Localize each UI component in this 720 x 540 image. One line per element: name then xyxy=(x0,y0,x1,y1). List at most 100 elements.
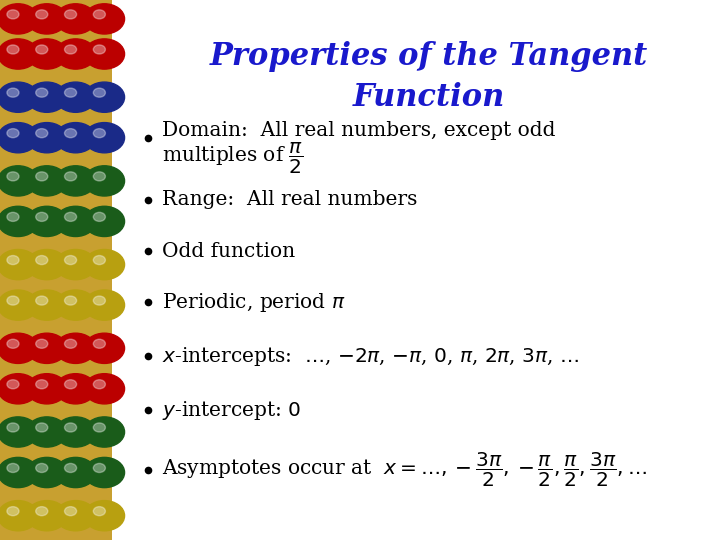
Circle shape xyxy=(36,339,48,348)
Circle shape xyxy=(7,380,19,389)
Text: Function: Function xyxy=(352,82,505,113)
Circle shape xyxy=(0,457,38,488)
Circle shape xyxy=(0,417,38,447)
Circle shape xyxy=(94,172,105,181)
Circle shape xyxy=(27,249,67,280)
Circle shape xyxy=(94,339,105,348)
Circle shape xyxy=(36,423,48,432)
Circle shape xyxy=(84,82,125,112)
Circle shape xyxy=(94,212,105,221)
Circle shape xyxy=(94,45,105,54)
Circle shape xyxy=(65,172,76,181)
Circle shape xyxy=(27,374,67,404)
Circle shape xyxy=(7,507,19,516)
Circle shape xyxy=(36,463,48,472)
Circle shape xyxy=(94,10,105,19)
Circle shape xyxy=(36,296,48,305)
Circle shape xyxy=(27,4,67,34)
Circle shape xyxy=(65,296,76,305)
Circle shape xyxy=(65,380,76,389)
Circle shape xyxy=(94,463,105,472)
Circle shape xyxy=(84,4,125,34)
Text: Periodic, period $\pi$: Periodic, period $\pi$ xyxy=(162,291,346,314)
Circle shape xyxy=(7,339,19,348)
Circle shape xyxy=(55,501,96,531)
Circle shape xyxy=(27,166,67,196)
Circle shape xyxy=(36,507,48,516)
Circle shape xyxy=(84,123,125,153)
Circle shape xyxy=(0,82,38,112)
Circle shape xyxy=(65,88,76,97)
Circle shape xyxy=(0,501,38,531)
Circle shape xyxy=(27,82,67,112)
Circle shape xyxy=(84,166,125,196)
Circle shape xyxy=(27,123,67,153)
Text: Asymptotes occur at  $x = \ldots, -\dfrac{3\pi}{2}, -\dfrac{\pi}{2}, \dfrac{\pi}: Asymptotes occur at $x = \ldots, -\dfrac… xyxy=(162,451,647,489)
Circle shape xyxy=(65,339,76,348)
Circle shape xyxy=(27,417,67,447)
Circle shape xyxy=(7,45,19,54)
Circle shape xyxy=(84,333,125,363)
Circle shape xyxy=(0,333,38,363)
Circle shape xyxy=(36,129,48,138)
Circle shape xyxy=(65,10,76,19)
Circle shape xyxy=(94,423,105,432)
Circle shape xyxy=(94,129,105,138)
Circle shape xyxy=(55,123,96,153)
Circle shape xyxy=(65,45,76,54)
Circle shape xyxy=(0,249,38,280)
Circle shape xyxy=(0,374,38,404)
Circle shape xyxy=(55,374,96,404)
Circle shape xyxy=(27,333,67,363)
Circle shape xyxy=(36,212,48,221)
Circle shape xyxy=(84,417,125,447)
Circle shape xyxy=(84,206,125,237)
Circle shape xyxy=(55,249,96,280)
Circle shape xyxy=(36,45,48,54)
Circle shape xyxy=(84,290,125,320)
Circle shape xyxy=(0,166,38,196)
Circle shape xyxy=(7,255,19,265)
Circle shape xyxy=(0,290,38,320)
Circle shape xyxy=(84,501,125,531)
Circle shape xyxy=(84,374,125,404)
Circle shape xyxy=(7,423,19,432)
Text: Properties of the Tangent: Properties of the Tangent xyxy=(210,41,647,72)
Circle shape xyxy=(36,380,48,389)
Circle shape xyxy=(94,296,105,305)
Circle shape xyxy=(27,39,67,69)
Circle shape xyxy=(94,88,105,97)
Text: $y$-intercept: $0$: $y$-intercept: $0$ xyxy=(162,399,301,422)
Circle shape xyxy=(27,206,67,237)
Circle shape xyxy=(55,39,96,69)
FancyBboxPatch shape xyxy=(0,0,112,540)
Circle shape xyxy=(7,463,19,472)
Circle shape xyxy=(55,4,96,34)
Circle shape xyxy=(84,457,125,488)
Text: Odd function: Odd function xyxy=(162,241,295,261)
Text: Domain:  All real numbers, except odd: Domain: All real numbers, except odd xyxy=(162,121,556,140)
Circle shape xyxy=(65,507,76,516)
Circle shape xyxy=(65,255,76,265)
Circle shape xyxy=(27,457,67,488)
Circle shape xyxy=(7,129,19,138)
Circle shape xyxy=(65,212,76,221)
Circle shape xyxy=(36,255,48,265)
Circle shape xyxy=(0,39,38,69)
Text: Range:  All real numbers: Range: All real numbers xyxy=(162,190,418,210)
Circle shape xyxy=(0,4,38,34)
Circle shape xyxy=(27,501,67,531)
Circle shape xyxy=(55,206,96,237)
Circle shape xyxy=(55,82,96,112)
Circle shape xyxy=(0,123,38,153)
Text: multiples of $\dfrac{\pi}{2}$: multiples of $\dfrac{\pi}{2}$ xyxy=(162,141,304,177)
Circle shape xyxy=(84,39,125,69)
Text: $x$-intercepts:  $\ldots$, $-2\pi$, $-\pi$, $0$, $\pi$, $2\pi$, $3\pi$, $\ldots$: $x$-intercepts: $\ldots$, $-2\pi$, $-\pi… xyxy=(162,345,580,368)
Circle shape xyxy=(0,206,38,237)
Circle shape xyxy=(94,255,105,265)
Circle shape xyxy=(94,380,105,389)
Circle shape xyxy=(65,129,76,138)
Circle shape xyxy=(7,296,19,305)
Circle shape xyxy=(7,10,19,19)
Circle shape xyxy=(65,463,76,472)
